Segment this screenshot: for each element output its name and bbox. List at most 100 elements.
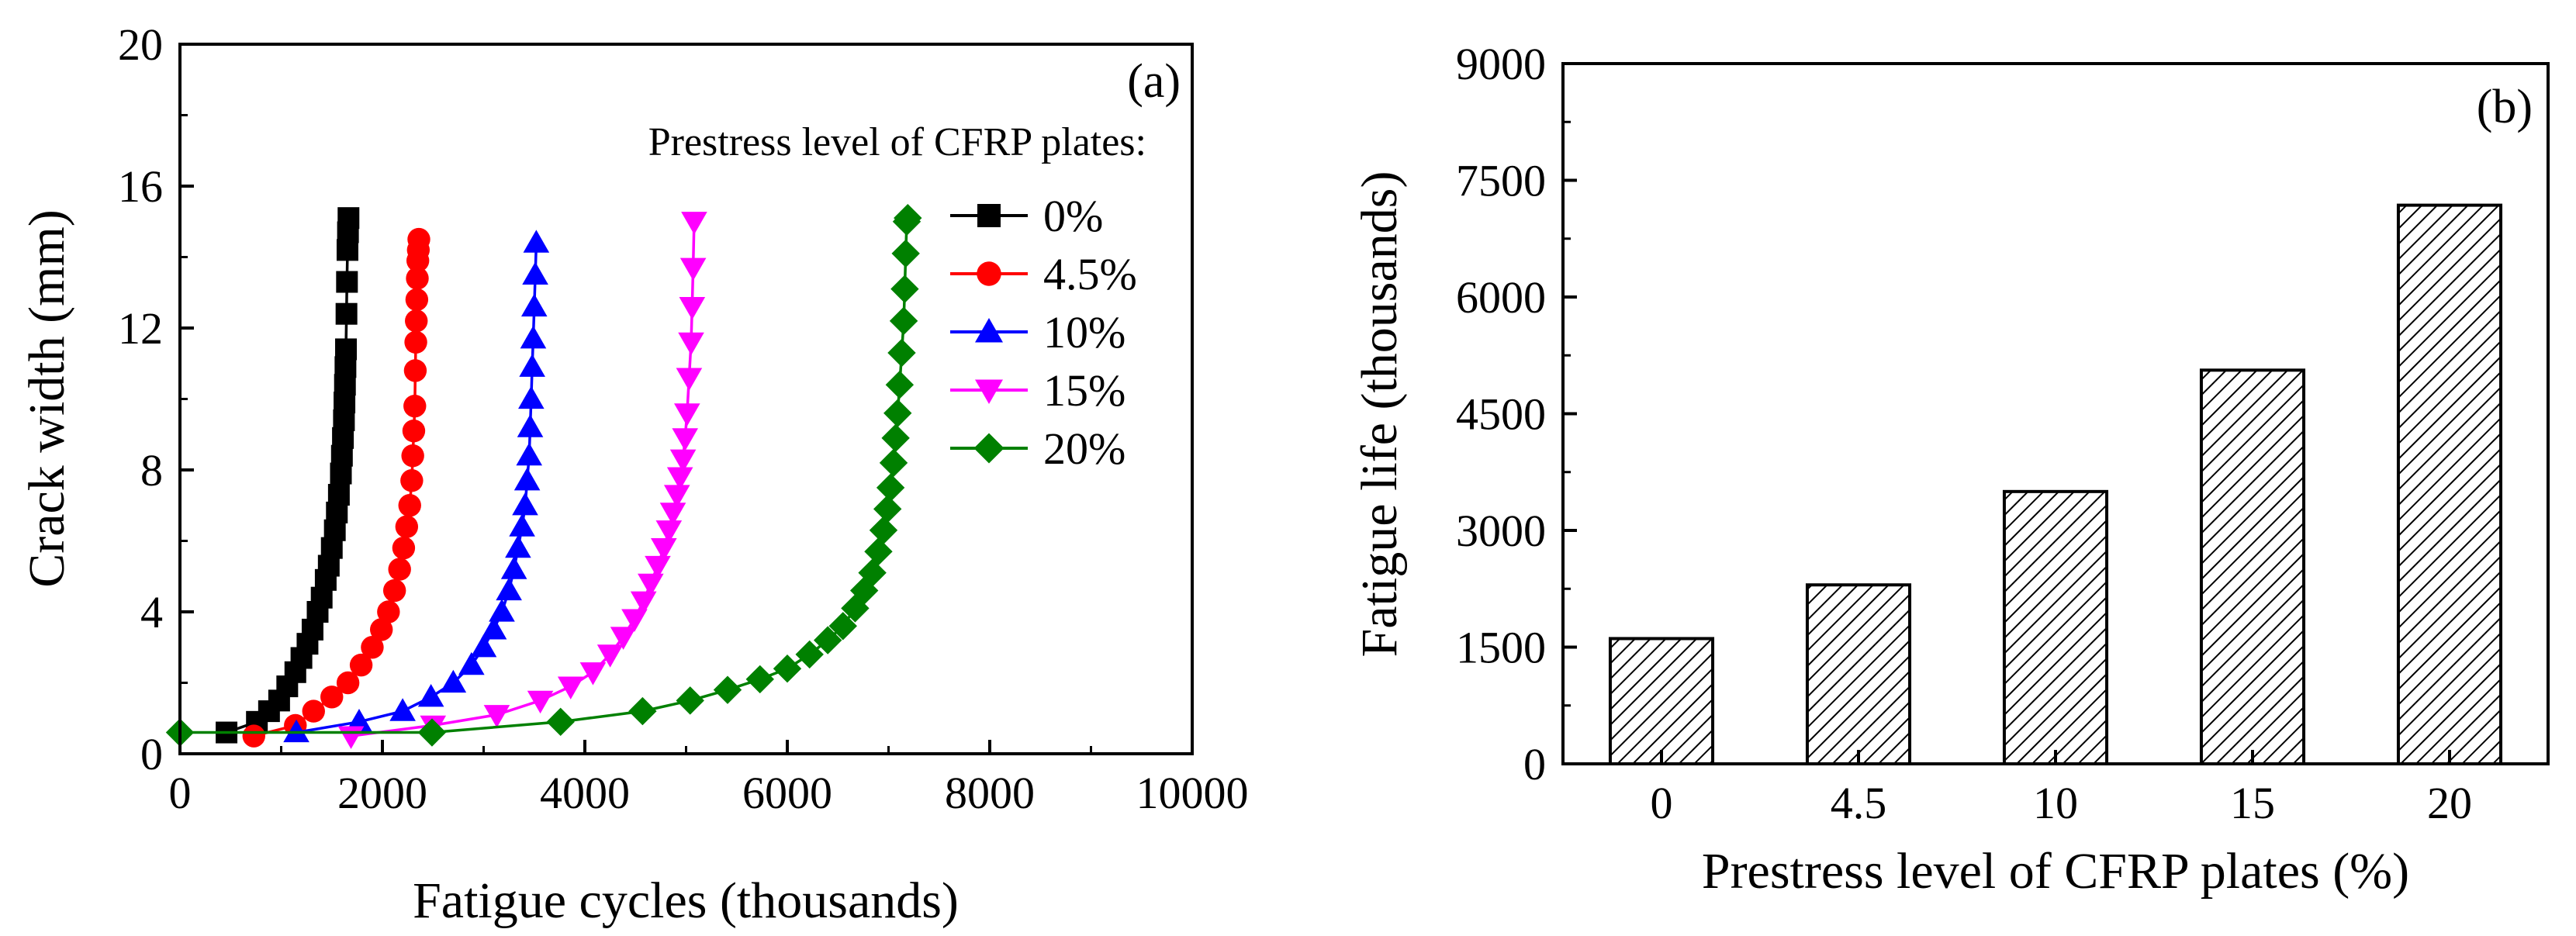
x-tick-label: 20 — [2427, 778, 2472, 828]
data-point-15% — [666, 467, 693, 490]
data-point-15% — [678, 332, 704, 356]
data-point-20% — [417, 718, 447, 747]
data-point-10% — [283, 719, 309, 743]
data-point-4.5% — [406, 267, 429, 290]
data-point-15% — [579, 662, 607, 686]
y-tick-label: 6000 — [1456, 272, 1546, 323]
data-point-10% — [496, 577, 522, 601]
data-point-15% — [630, 591, 657, 615]
data-point-4.5% — [320, 686, 344, 709]
data-point-20% — [885, 371, 915, 399]
data-point-10% — [523, 230, 550, 253]
x-tick-label: 0 — [169, 768, 192, 818]
chart-b-x-axis-title: Prestress level of CFRP plates (%) — [1702, 843, 2409, 900]
y-tick-label: 20 — [118, 19, 163, 70]
chart-a-series-layer — [165, 203, 922, 749]
data-point-15% — [679, 257, 707, 281]
data-point-20% — [891, 239, 920, 268]
data-point-20% — [849, 576, 879, 605]
data-point-10% — [346, 709, 372, 732]
data-point-20% — [745, 665, 774, 694]
legend-label: 20% — [1043, 423, 1125, 474]
data-point-20% — [828, 612, 857, 641]
y-tick-label: 3000 — [1456, 506, 1546, 556]
data-point-4.5% — [242, 724, 265, 748]
data-point-4.5% — [400, 469, 424, 492]
chart-a: 0 2000 4000 6000 8000 10000 0 4 8 12 16 20 (a) Pres… — [19, 19, 1249, 929]
data-point-4.5% — [402, 419, 426, 443]
x-tick-label: 10 — [2033, 778, 2078, 828]
legend-label: 10% — [1043, 307, 1125, 357]
data-point-4.5% — [405, 288, 429, 312]
y-tick-label: 7500 — [1456, 156, 1546, 206]
data-point-4.5% — [398, 494, 421, 517]
y-tick-label: 8 — [140, 445, 163, 496]
series-20% — [165, 203, 922, 747]
legend-item-0%: 0% — [950, 191, 1103, 241]
data-point-15% — [674, 403, 700, 427]
x-tick-label: 4000 — [540, 768, 630, 818]
legend-marker — [977, 204, 1001, 227]
data-point-20% — [841, 594, 870, 623]
data-point-10% — [480, 617, 507, 640]
data-point-15% — [621, 609, 648, 632]
data-point-4.5% — [405, 309, 428, 333]
data-point-4.5% — [349, 653, 373, 677]
series-10% — [283, 230, 550, 743]
legend-marker — [977, 261, 1001, 286]
data-point-20% — [795, 640, 824, 669]
chart-a-ticks: 0 2000 4000 6000 8000 10000 0 4 8 12 16 20 — [118, 19, 1249, 818]
y-tick-label: 0 — [1523, 739, 1546, 789]
data-point-20% — [889, 306, 918, 336]
x-tick-label: 4.5 — [1831, 778, 1887, 828]
data-point-15% — [655, 520, 683, 544]
data-point-0% — [335, 302, 358, 325]
data-point-15% — [650, 538, 677, 561]
data-point-10% — [417, 684, 444, 707]
legend-marker — [973, 433, 1004, 464]
data-point-20% — [869, 516, 898, 544]
legend-label: 15% — [1043, 365, 1125, 416]
data-point-15% — [557, 676, 584, 699]
data-point-4.5% — [302, 699, 325, 723]
legend-label: 0% — [1043, 191, 1103, 241]
data-point-15% — [337, 726, 365, 749]
data-point-4.5% — [388, 558, 411, 581]
chart-a-panel-label: (a) — [1127, 55, 1181, 108]
data-point-4.5% — [392, 536, 416, 560]
data-point-20% — [864, 537, 893, 566]
legend-item-15%: 15% — [950, 365, 1125, 416]
data-point-15% — [659, 503, 686, 526]
y-tick-label: 4500 — [1456, 389, 1546, 440]
chart-a-x-axis-title: Fatigue cycles (thousands) — [413, 872, 959, 929]
data-point-10% — [522, 261, 548, 285]
data-point-20% — [676, 686, 704, 715]
data-point-10% — [470, 634, 497, 658]
data-point-4.5% — [403, 394, 427, 418]
data-point-4.5% — [403, 359, 427, 382]
data-point-15% — [638, 573, 664, 597]
data-point-15% — [663, 485, 690, 508]
data-point-10% — [489, 599, 515, 622]
data-point-10% — [440, 669, 467, 693]
data-point-20% — [879, 448, 908, 478]
data-point-15% — [610, 627, 637, 650]
legend-item-4.5%: 4.5% — [950, 249, 1137, 299]
legend-label: 4.5% — [1043, 249, 1137, 299]
data-point-4.5% — [369, 618, 393, 641]
data-point-20% — [773, 655, 802, 683]
x-tick-label: 10000 — [1136, 768, 1249, 818]
data-point-4.5% — [395, 515, 419, 538]
data-point-4.5% — [401, 444, 424, 468]
y-tick-label: 16 — [118, 161, 163, 212]
data-point-20% — [546, 707, 575, 737]
bar-10 — [2002, 489, 2109, 765]
legend-marker — [975, 379, 1003, 404]
data-point-20% — [814, 626, 842, 655]
chart-b-y-axis-title: Fatigue life (thousands) — [1351, 171, 1408, 658]
x-tick-label: 8000 — [945, 768, 1035, 818]
x-tick-label: 15 — [2230, 778, 2275, 828]
data-point-0% — [336, 271, 358, 293]
data-point-4.5% — [377, 600, 400, 623]
data-point-4.5% — [361, 636, 384, 659]
